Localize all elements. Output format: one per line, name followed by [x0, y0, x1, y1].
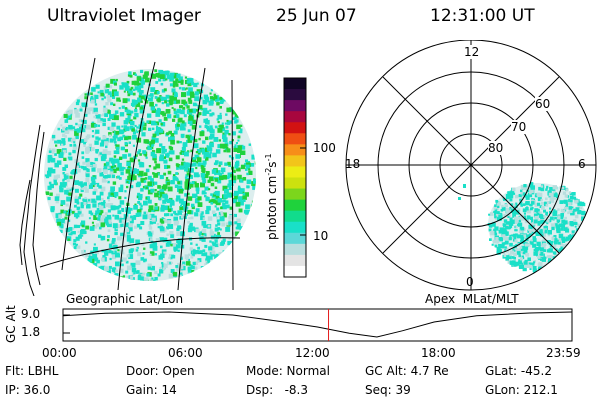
meridian-line	[61, 57, 96, 271]
timeline-ylabel-text: GC Alt	[4, 305, 18, 343]
info-door: Door: Open	[126, 364, 195, 378]
colorbar	[283, 77, 307, 278]
timeline-xtick-2359: 23:59	[546, 346, 581, 360]
colorbar-cell	[284, 232, 306, 245]
colorbar-cell	[284, 243, 306, 256]
colorbar-cell	[284, 177, 306, 190]
date-label: 25 Jun 07	[276, 6, 357, 26]
colorbar-cell	[284, 210, 306, 223]
info-gain: Gain: 14	[126, 383, 177, 397]
polar-grid	[345, 40, 597, 291]
info-gc-alt: GC Alt: 4.7 Re	[365, 364, 449, 378]
info-mode: Mode: Normal	[246, 364, 330, 378]
timeline-ytick-low: 1.8	[21, 325, 41, 339]
mlat-label-70: 70	[511, 120, 527, 134]
info-filter: Flt: LBHL	[5, 364, 59, 378]
timeline-xtick-1200: 12:00	[295, 346, 330, 360]
parallel-line	[39, 237, 241, 268]
geo-grid	[39, 57, 241, 291]
altitude-timeline	[62, 308, 573, 342]
mlt-label-6: 6	[578, 157, 586, 171]
colorbar-tick-100: 100	[313, 141, 336, 155]
colorbar-unit-mid: s	[265, 161, 279, 168]
geographic-image	[19, 57, 256, 296]
colorbar-cell	[284, 133, 306, 145]
colorbar-cell	[284, 155, 306, 167]
colorbar-cell	[284, 166, 306, 178]
instrument-title: Ultraviolet Imager	[47, 6, 201, 26]
mlt-label-0: 0	[466, 275, 474, 289]
timeline-xtick-0600: 06:00	[168, 346, 203, 360]
mlt-diagonal	[382, 76, 560, 254]
time-label: 12:31:00 UT	[430, 6, 535, 26]
info-glon: GLon: 212.1	[485, 383, 558, 397]
info-ip: IP: 36.0	[5, 383, 51, 397]
timeline-ytick-high: 9.0	[21, 307, 41, 321]
aurora-dot	[463, 184, 466, 188]
colorbar-cell	[284, 254, 306, 267]
mlt-label-18: 18	[345, 157, 361, 171]
colorbar-cell	[284, 78, 306, 90]
aurora-dot	[458, 197, 461, 200]
geographic-label: Geographic Lat/Lon	[66, 292, 184, 306]
colorbar-cell	[284, 188, 306, 201]
colorbar-cell	[284, 100, 306, 112]
colorbar-cell	[284, 111, 306, 123]
colorbar-cell	[284, 144, 306, 156]
colorbar-tick-10: 10	[313, 229, 329, 243]
apex-label: Apex MLat/MLT	[425, 292, 519, 306]
coastline	[19, 124, 45, 296]
colorbar-cell	[284, 265, 306, 278]
altitude-curve	[62, 311, 573, 338]
polar-plot	[345, 40, 597, 291]
timeline-xtick-0000: 00:00	[42, 346, 77, 360]
mlat-label-60: 60	[535, 97, 551, 111]
meridian-line	[231, 79, 234, 291]
meridian-line	[177, 67, 206, 291]
aurora-speckle	[44, 69, 256, 281]
info-seq: Seq: 39	[365, 383, 411, 397]
info-glat: GLat: -45.2	[485, 364, 552, 378]
colorbar-cell	[284, 89, 306, 101]
aurora-speckle	[487, 182, 594, 273]
mlt-label-12: 12	[463, 45, 481, 59]
info-dsp: Dsp: -8.3	[246, 383, 309, 397]
meridian-line	[117, 61, 156, 291]
colorbar-cell	[284, 122, 306, 134]
colorbar-cell	[284, 221, 306, 234]
colorbar-cell	[284, 199, 306, 212]
mlat-label-80: 80	[488, 141, 504, 155]
colorbar-unit-exp2: -1	[264, 153, 273, 162]
timeline-frame	[62, 308, 573, 342]
timeline-xtick-1800: 18:00	[421, 346, 456, 360]
colorbar-unit-base: photon cm	[265, 175, 279, 240]
colorbar-unit-exp1: -2	[264, 167, 273, 176]
